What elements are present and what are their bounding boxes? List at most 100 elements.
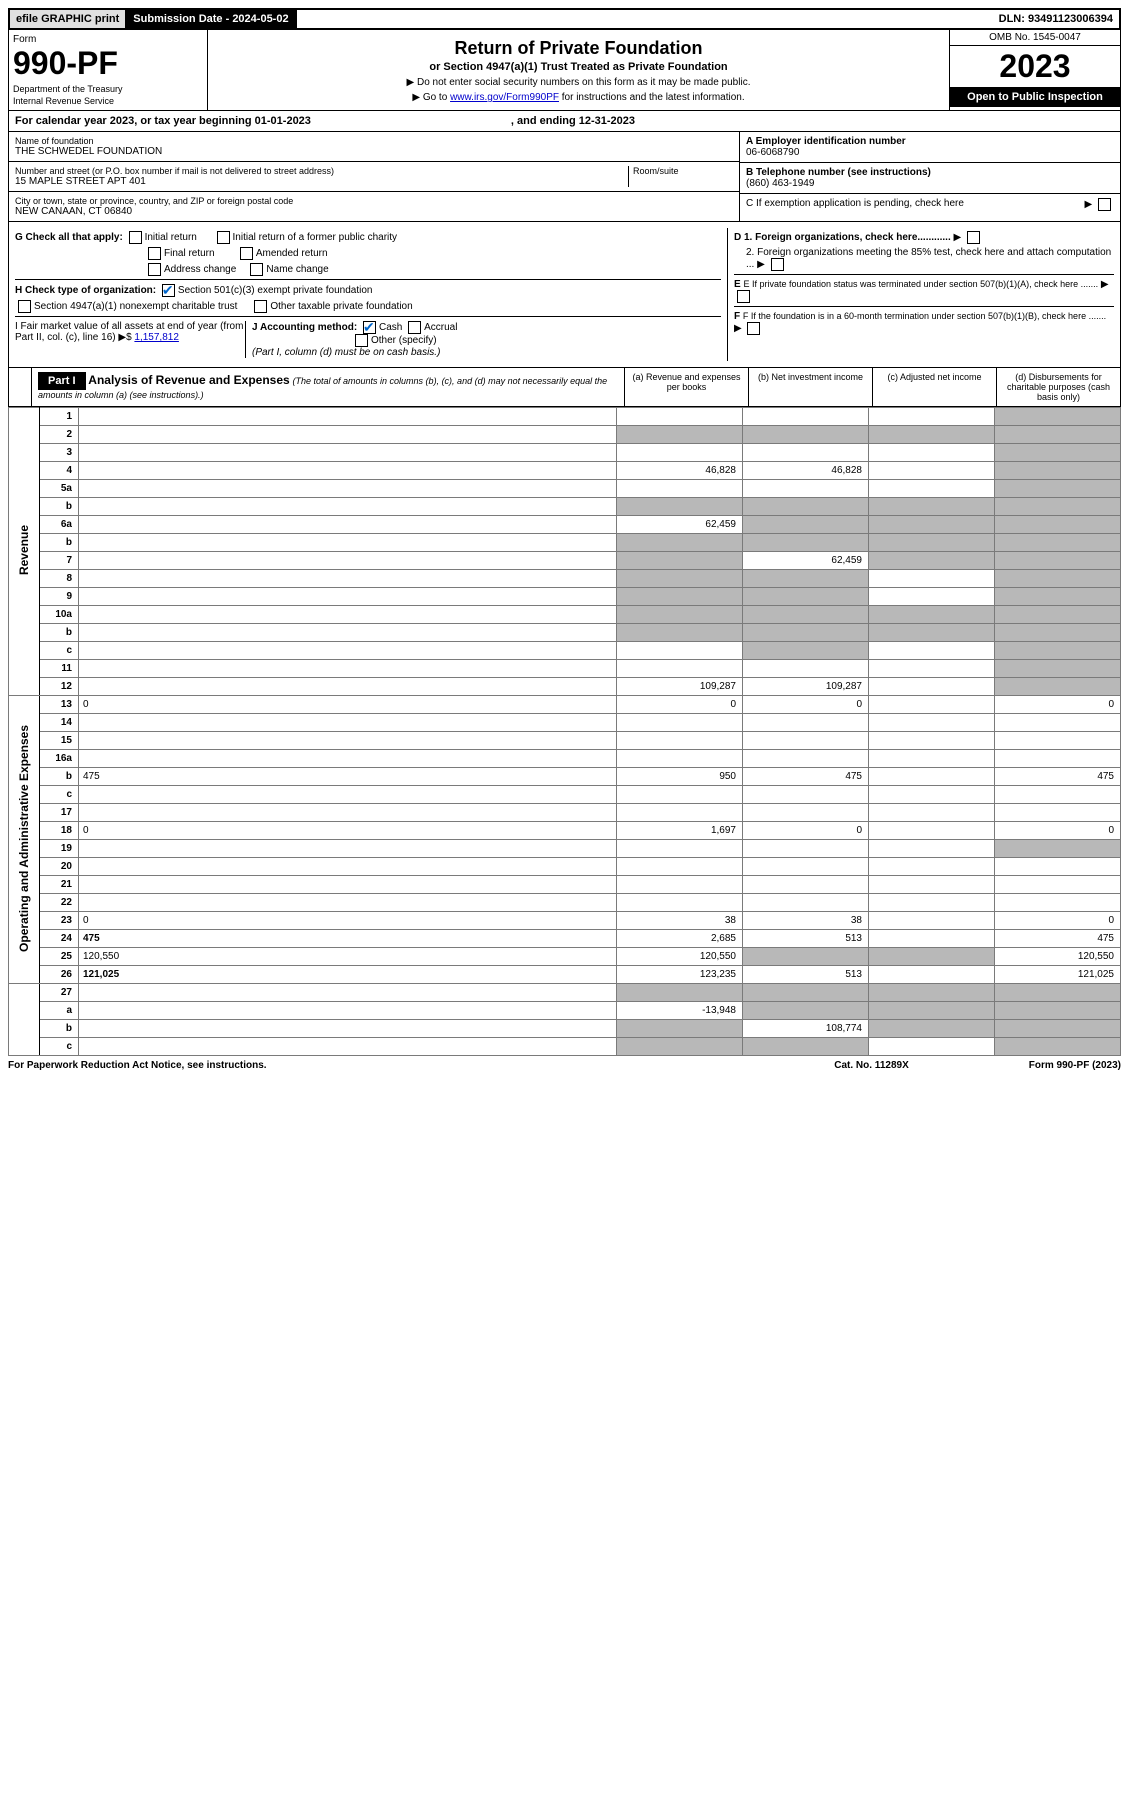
row-desc [79,642,617,660]
cell-b [743,714,869,732]
cell-b [743,876,869,894]
foundation-info: Name of foundation THE SCHWEDEL FOUNDATI… [8,132,1121,222]
cell-a: 38 [617,912,743,930]
addr-label: Number and street (or P.O. box number if… [15,166,628,176]
cell-c [869,966,995,984]
paperwork-notice: For Paperwork Reduction Act Notice, see … [8,1060,267,1071]
cell-b [743,858,869,876]
cell-b: 38 [743,912,869,930]
j-accrual[interactable] [408,321,421,334]
cell-b [743,480,869,498]
row-desc [79,426,617,444]
cell-d: 120,550 [995,948,1121,966]
row-desc [79,840,617,858]
col-c-head: (c) Adjusted net income [872,368,996,406]
row-number: 8 [40,570,79,588]
cell-c [869,768,995,786]
cell-d [995,606,1121,624]
g-initial-public[interactable] [217,231,230,244]
h-other-taxable[interactable] [254,300,267,313]
cell-c [869,642,995,660]
g-initial-return[interactable] [129,231,142,244]
cell-b: 513 [743,930,869,948]
cell-b [743,570,869,588]
row-number: 20 [40,858,79,876]
g-amended[interactable] [240,247,253,260]
name-label: Name of foundation [15,136,733,146]
row-number: 13 [40,696,79,714]
col-a-head: (a) Revenue and expenses per books [624,368,748,406]
cell-b [743,516,869,534]
cell-c [869,804,995,822]
cell-d [995,444,1121,462]
cell-d [995,804,1121,822]
row-number: 22 [40,894,79,912]
g-address-change[interactable] [148,263,161,276]
section-label: Operating and Administrative Expenses [9,696,40,984]
cell-c [869,714,995,732]
cell-c [869,480,995,498]
cell-d [995,714,1121,732]
dept-treasury: Department of the Treasury [13,84,203,94]
row-desc [79,534,617,552]
cell-c [869,498,995,516]
j-other[interactable] [355,334,368,347]
cell-c [869,732,995,750]
row-number: 18 [40,822,79,840]
cell-a [617,750,743,768]
cell-b [743,804,869,822]
g-name-change[interactable] [250,263,263,276]
row-number: 10a [40,606,79,624]
row-number: 11 [40,660,79,678]
cell-d [995,552,1121,570]
cell-d: 0 [995,822,1121,840]
cell-a: 1,697 [617,822,743,840]
row-number: 3 [40,444,79,462]
cell-b [743,750,869,768]
cell-b [743,948,869,966]
row-desc: 0 [79,822,617,840]
e-checkbox[interactable] [737,290,750,303]
c-checkbox[interactable] [1098,198,1111,211]
cell-d [995,480,1121,498]
row-desc [79,660,617,678]
h-501c3[interactable] [162,284,175,297]
cell-a [617,588,743,606]
d2-checkbox[interactable] [771,258,784,271]
calendar-year-row: For calendar year 2023, or tax year begi… [8,111,1121,132]
cell-b: 62,459 [743,552,869,570]
cell-a [617,894,743,912]
form-label: Form [13,34,203,45]
cell-a [617,714,743,732]
cell-d [995,462,1121,480]
row-number: b [40,498,79,516]
row-number: c [40,786,79,804]
cell-a: 46,828 [617,462,743,480]
j-note: (Part I, column (d) must be on cash basi… [252,347,440,358]
cell-c [869,840,995,858]
g-final-return[interactable] [148,247,161,260]
cell-d: 475 [995,768,1121,786]
cell-a [617,498,743,516]
d1-checkbox[interactable] [967,231,980,244]
row-number: b [40,534,79,552]
row-number: 4 [40,462,79,480]
f-checkbox[interactable] [747,322,760,335]
cell-d [995,516,1121,534]
row-desc [79,876,617,894]
cell-d: 0 [995,696,1121,714]
cell-d [995,534,1121,552]
cell-c [869,786,995,804]
irs-link[interactable]: www.irs.gov/Form990PF [450,92,559,103]
cell-c [869,822,995,840]
instr-link-row: ▶ Go to www.irs.gov/Form990PF for instru… [214,92,943,103]
cell-b [743,642,869,660]
row-desc [79,480,617,498]
cell-a [617,534,743,552]
cell-b: 475 [743,768,869,786]
h-4947[interactable] [18,300,31,313]
j-cash[interactable] [363,321,376,334]
cell-b [743,840,869,858]
cell-d [995,426,1121,444]
row-desc [79,678,617,696]
